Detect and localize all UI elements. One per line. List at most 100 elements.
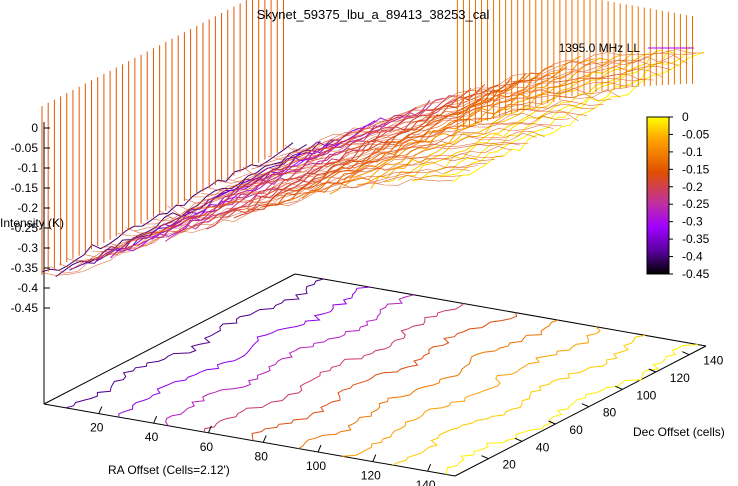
x-tick [207,425,212,433]
surface-column [67,165,479,263]
surface-column [50,175,462,274]
surface-row [343,58,595,187]
surface-column [284,52,696,154]
y-tick [548,420,556,425]
back-floor-line [43,273,296,405]
z-tick-label: -0.1 [17,161,38,175]
x-tick-label: 60 [200,440,214,454]
contour-line [445,344,699,475]
surface-row [110,127,362,259]
surface-column [108,142,520,247]
surface-column [226,81,638,183]
surface-column [100,146,512,248]
contour-line [118,286,370,418]
z-tick-label: -0.15 [11,181,39,195]
contour-line [65,278,324,409]
colorbar-tick-label: -0.35 [682,232,710,246]
surface-column [251,68,663,170]
y-tick-label: 20 [502,458,516,472]
surface-row [384,49,636,183]
surface-column [292,49,705,152]
x-tick [317,444,322,453]
z-axis-label: Intensity (K) [0,216,64,230]
surface-column [83,157,495,258]
y-tick-label: 140 [703,354,723,368]
x-tick-label: 20 [90,421,104,435]
x-tick-label: 80 [255,449,269,463]
surface-row [41,142,294,273]
chart-title: Skynet_59375_lbu_a_89413_38253_cal [257,7,490,22]
surface-row [96,133,349,262]
y-tick [648,368,656,373]
surface-row [233,84,486,219]
colorbar-ticks: 0 -0.05 -0.1 -0.15 -0.2 -0.25 -0.3 -0.35 -0.4 -0.… [669,110,710,281]
y-tick [682,351,690,356]
z-tick-label: -0.25 [11,221,39,235]
colorbar-tick-label: -0.05 [682,127,710,141]
colorbar-tick-label: -0.1 [682,145,703,159]
y-tick [615,385,623,390]
contour-projection [65,278,699,475]
surface-row [397,52,650,181]
colorbar-tick-label: -0.4 [682,250,703,264]
surface-row [192,97,444,227]
contour-line [203,303,464,433]
x-tick-label: 140 [416,478,436,486]
colorbar [646,116,670,275]
x-axis-label: RA Offset (Cells=2.12') [108,463,230,477]
contour-line [342,326,601,457]
contour-line [251,312,518,441]
surface-column [58,168,470,270]
surface-row [439,45,691,178]
contour-line [165,294,415,427]
y-axis-line [454,345,707,477]
colorbar-tick-label: -0.2 [682,180,703,194]
x-tick [372,454,377,462]
tick-labels: 20 40 60 80 100 120 140 20 40 60 80 100 120 140 0 -0.05… [11,121,724,486]
surface-column [41,178,454,276]
y-tick-label: 120 [670,371,690,385]
surface-column [234,78,646,180]
surface-row [247,84,499,211]
surface-column [75,161,487,262]
x-axis-line [43,403,456,477]
x-tick [262,435,267,443]
colorbar-tick-label: -0.3 [682,215,703,229]
floor-axes [43,122,707,477]
z-tick-label: -0.05 [11,141,39,155]
legend-entry: 1395.0 MHz LL [559,41,641,55]
colorbar-tick-label: -0.15 [682,162,710,176]
surface-column [125,132,537,234]
z-tick-label: -0.4 [17,281,38,295]
surface-column [184,103,596,204]
surface-column [117,142,529,237]
colorbar-tick-label: -0.25 [682,197,710,211]
surface-row [329,55,581,195]
contour-line [392,334,646,466]
surface-column [92,153,504,253]
surface-column [175,109,587,212]
x-tick-label: 100 [306,459,326,473]
z-tick-label: -0.2 [17,201,38,215]
x-tick-label: 40 [145,430,159,444]
x-tick [153,416,158,424]
surface-column [158,115,571,220]
back-floor-line [294,273,707,347]
x-tick [98,406,103,414]
surface-mesh [41,0,705,278]
z-tick-label: -0.35 [11,261,39,275]
z-tick-label: 0 [31,121,38,135]
y-tick-label: 60 [569,423,583,437]
colorbar-tick-label: -0.45 [682,267,710,281]
y-tick-label: 100 [636,388,656,402]
surface-column [150,122,562,222]
y-tick [581,403,590,408]
surface-column [192,99,604,198]
y-tick-label: 80 [603,406,617,420]
x-tick [427,464,432,472]
colorbar-tick-label: 0 [682,110,689,124]
y-tick [514,437,523,442]
y-axis-label: Dec Offset (cells) [633,425,725,439]
surface-column [209,89,621,192]
